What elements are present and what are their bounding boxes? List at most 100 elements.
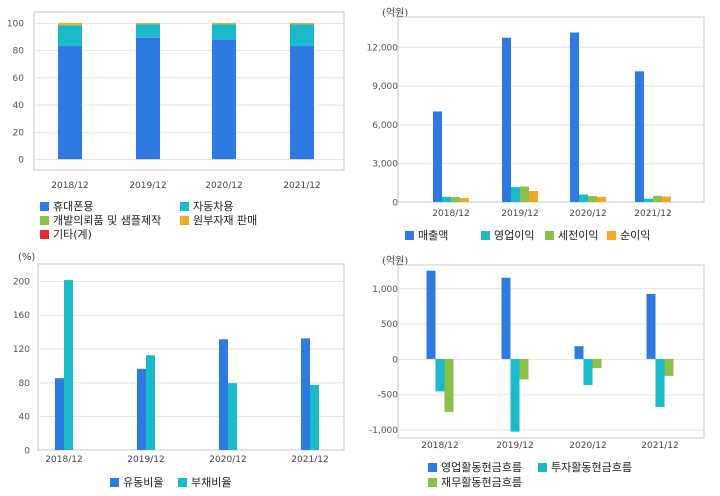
bar [301, 338, 310, 450]
bar [290, 22, 314, 24]
bar [64, 280, 73, 450]
legend-swatch [545, 231, 554, 240]
legend-item: 재무활동현금흐름 [428, 476, 522, 490]
y-tick-label: 20 [13, 128, 25, 138]
bar [662, 196, 671, 202]
y-tick-label: 100 [7, 19, 24, 29]
bar [511, 187, 520, 202]
legend-label: 기타(계) [53, 228, 92, 241]
y-tick-label: 80 [19, 379, 31, 389]
bar [136, 24, 160, 38]
bar [588, 196, 597, 202]
legend-swatch [428, 463, 437, 472]
legend-item: 영업이익 [481, 229, 534, 243]
bar [290, 24, 314, 47]
bar [442, 196, 451, 202]
bar [212, 22, 236, 24]
bar [310, 384, 319, 450]
x-tick-label: 2021/12 [291, 455, 328, 465]
bar [579, 194, 588, 202]
legend-swatch [40, 230, 49, 239]
bar [212, 23, 236, 25]
cashflow-plot: -1,000 -500 0 500 1,000 2018/12 2019/12 2020/12… [369, 264, 705, 451]
legend-label: 영업이익 [494, 229, 535, 242]
y-tick-label: 1,000 [372, 285, 398, 295]
legend-label: 세전이익 [558, 229, 599, 242]
bar [426, 270, 436, 359]
product-mix-plot: 0 20 40 60 80 100 2018/12 2019/12 2020/12 2021/12 [7, 11, 345, 191]
x-tick-label: 2020/12 [569, 441, 606, 451]
x-tick-label: 2019/12 [501, 209, 538, 219]
legend-item: 휴대폰용 [40, 200, 93, 214]
y-tick-label: 40 [13, 101, 25, 111]
income-chart: (억원) 0 3,000 6,000 9,000 12,000 2018/12 2019/1… [360, 0, 720, 248]
y-tick-label: 0 [24, 447, 30, 457]
y-tick-label: 160 [13, 311, 30, 321]
bar [646, 293, 656, 359]
legend-item: 유동비율 [110, 476, 163, 490]
legend-swatch [178, 478, 187, 487]
legend-swatch [180, 202, 189, 211]
legend-label: 영업활동현금흐름 [441, 461, 522, 474]
legend-label: 자동차용 [193, 200, 234, 213]
x-tick-label: 2018/12 [421, 441, 458, 451]
legend-item: 개발의뢰품 및 샘플제작 [40, 214, 161, 228]
bar [655, 358, 665, 407]
income-legend: 매출액 영업이익 세전이익 순이익 [405, 229, 715, 245]
plot-frame [397, 264, 705, 439]
x-tick-label: 2019/12 [127, 455, 164, 465]
legend-item: 원부자재 판매 [180, 214, 257, 228]
legend-label: 재무활동현금흐름 [441, 476, 522, 489]
legend-swatch [538, 463, 547, 472]
y-tick-label: 6,000 [372, 121, 398, 131]
bar [501, 277, 511, 359]
legend-label: 원부자재 판매 [193, 214, 258, 227]
plot-frame [37, 263, 345, 451]
legend-swatch [428, 478, 437, 487]
ratio-unit-label: (%) [18, 252, 36, 263]
legend-label: 매출액 [418, 229, 449, 242]
legend-swatch [40, 202, 49, 211]
bar [146, 355, 155, 450]
bar [635, 71, 644, 202]
bar [510, 358, 520, 432]
bar [212, 39, 236, 160]
bar [290, 46, 314, 160]
ratio-legend: 유동비율 부채비율 [110, 476, 350, 492]
bar [570, 32, 579, 202]
bar [574, 346, 584, 359]
y-tick-label: 9,000 [372, 82, 398, 92]
y-tick-label: 0 [18, 156, 24, 166]
bar [460, 198, 469, 202]
bar [55, 378, 64, 450]
legend-item: 매출액 [405, 229, 448, 243]
bar [290, 23, 314, 25]
x-tick-label: 2020/12 [569, 209, 606, 219]
bar [519, 358, 529, 380]
bar [583, 358, 593, 386]
x-tick-label: 2020/12 [205, 181, 242, 191]
legend-label: 휴대폰용 [53, 200, 94, 213]
y-tick-label: 60 [13, 74, 25, 84]
legend-swatch [405, 231, 414, 240]
legend-swatch [607, 231, 616, 240]
legend-label: 부채비율 [191, 476, 232, 489]
legend-label: 투자활동현금흐름 [551, 461, 632, 474]
x-tick-label: 2018/12 [51, 181, 88, 191]
y-tick-label: 80 [13, 47, 25, 57]
bar [597, 196, 606, 202]
bar [529, 191, 538, 202]
legend-swatch [180, 216, 189, 225]
bar [58, 25, 82, 47]
legend-item: 기타(계) [40, 228, 92, 242]
y-tick-label: 40 [19, 413, 31, 423]
bar [137, 368, 146, 450]
y-tick-label: -500 [378, 391, 399, 401]
cashflow-unit-label: (억원) [382, 256, 409, 267]
y-tick-label: 0 [392, 199, 398, 209]
legend-label: 개발의뢰품 및 샘플제작 [53, 214, 162, 227]
legend-item: 순이익 [607, 229, 650, 243]
legend-label: 유동비율 [123, 476, 164, 489]
